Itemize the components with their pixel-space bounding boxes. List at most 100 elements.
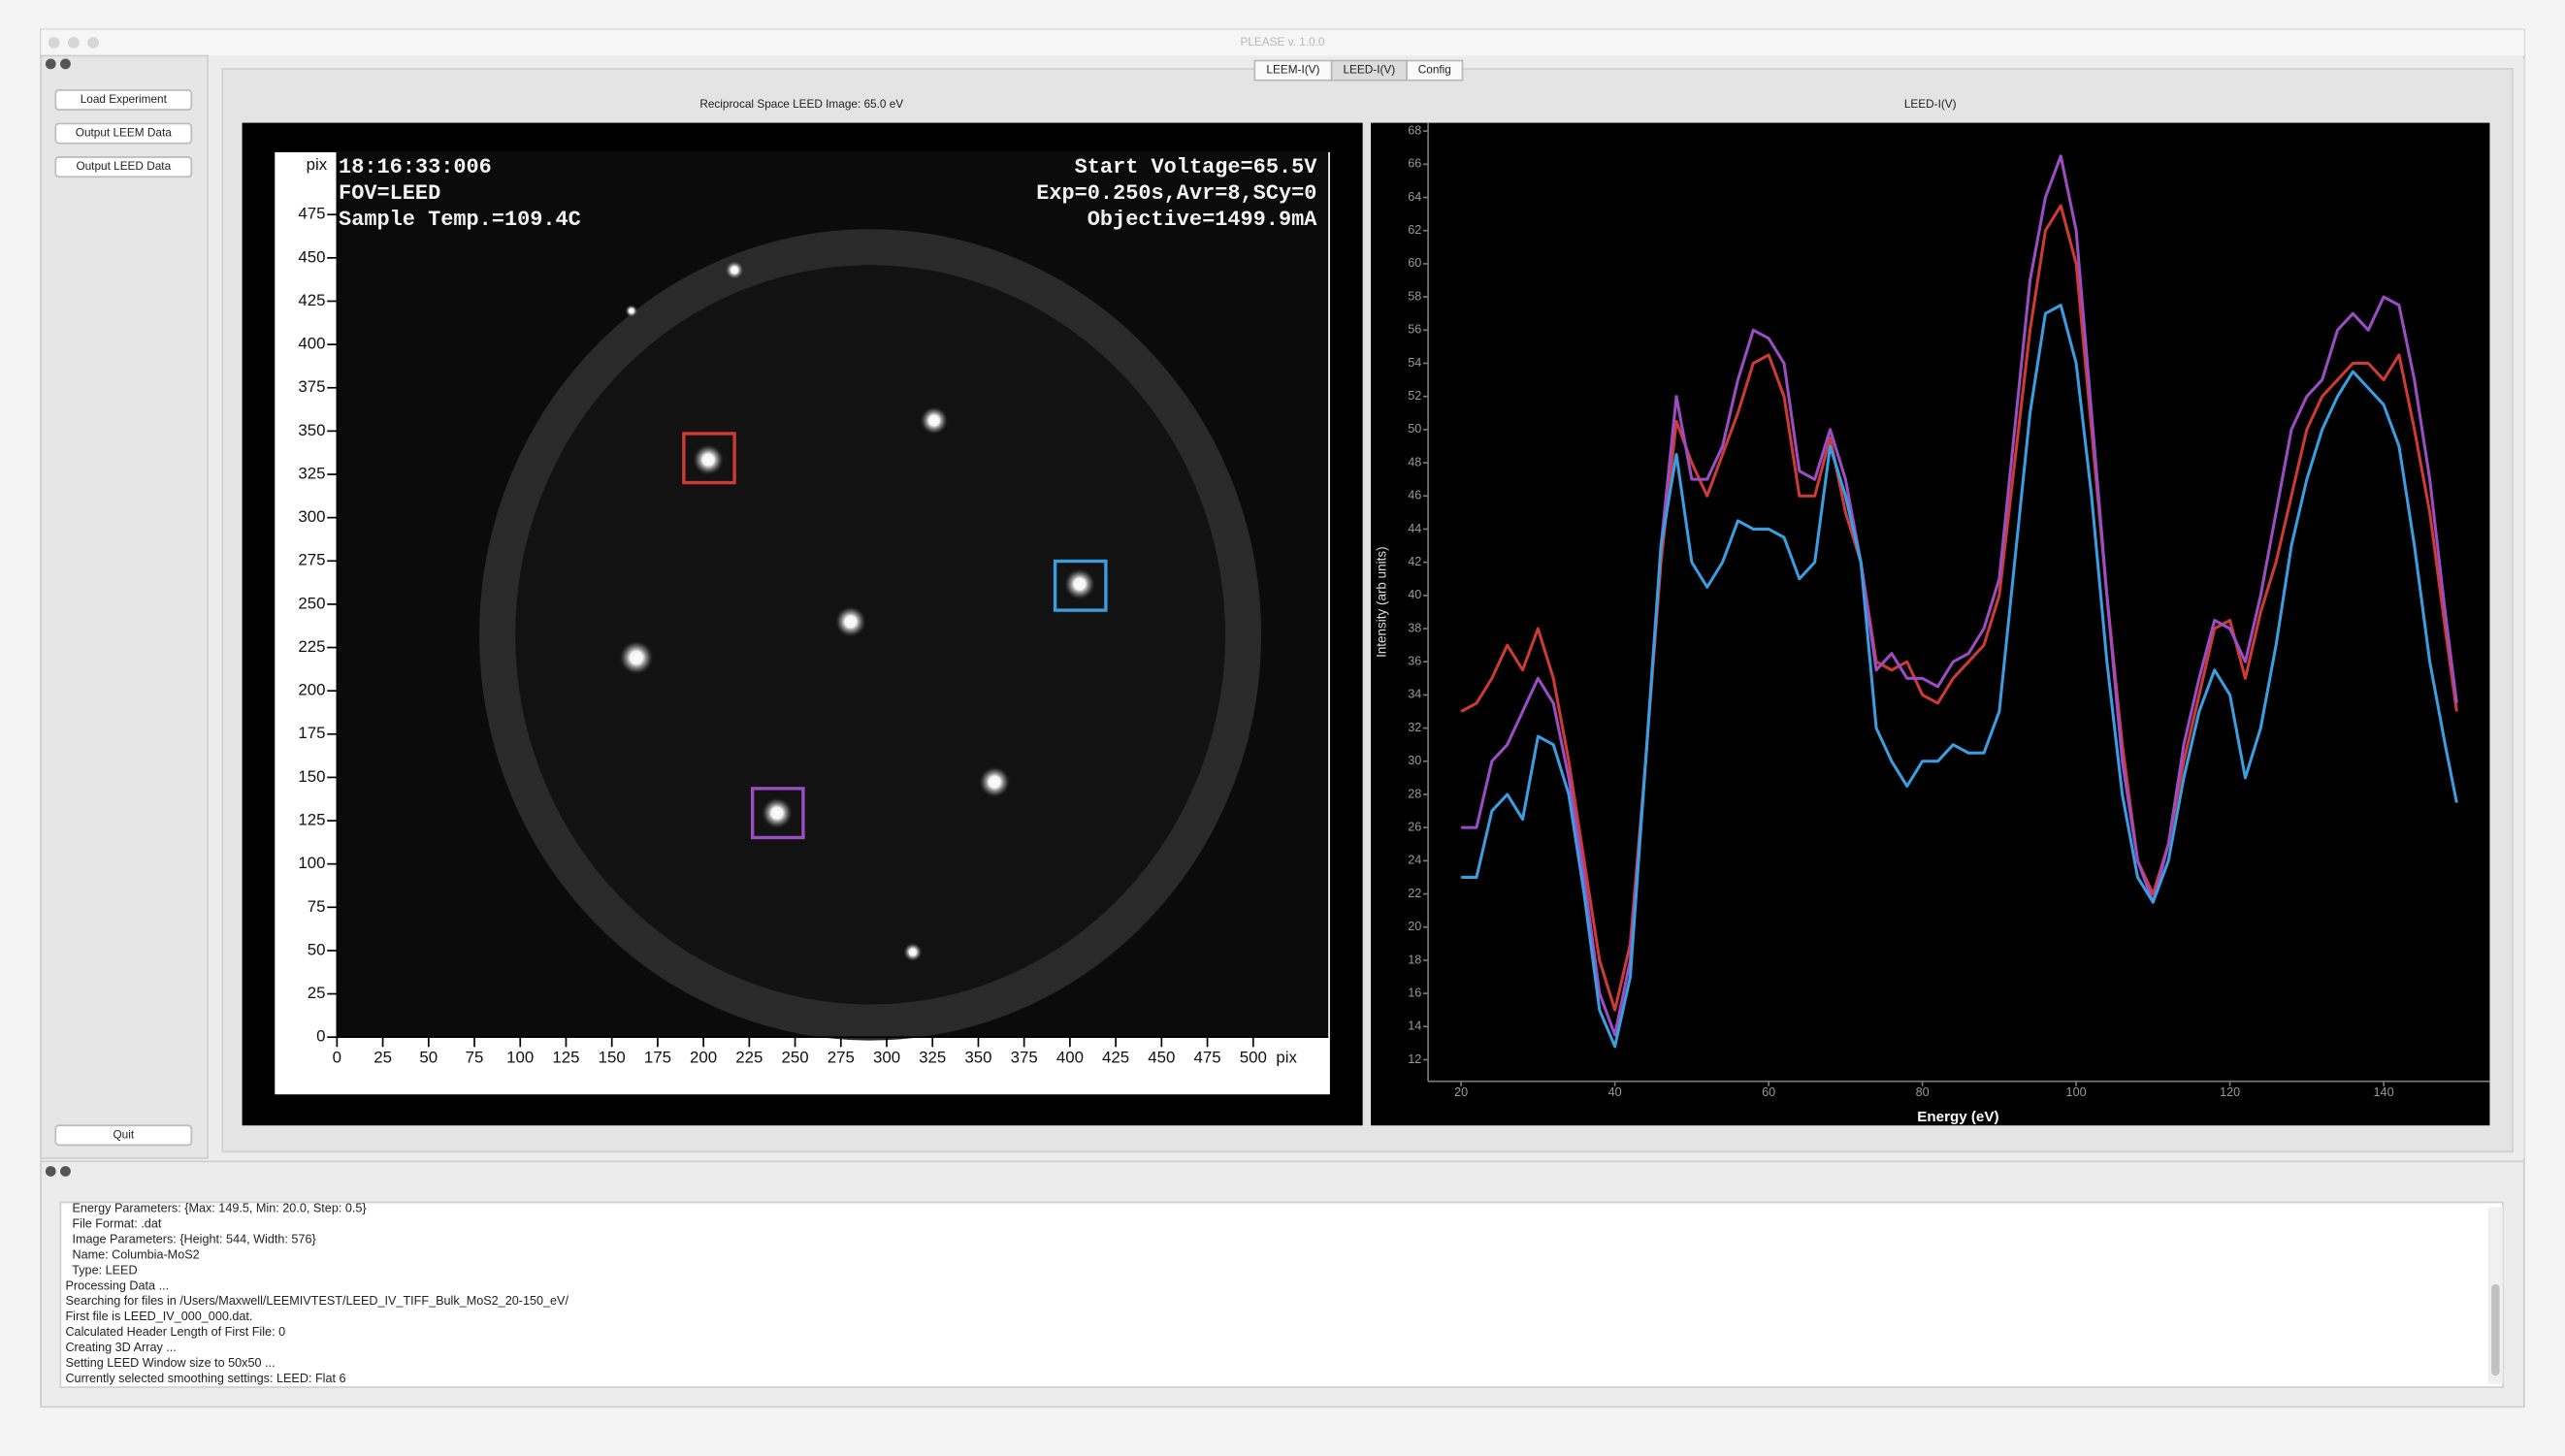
x-tick-label: 325: [919, 1049, 946, 1067]
y-tick-label: 25: [308, 984, 326, 1002]
log-line: Energy Parameters: {Max: 149.5, Min: 20.…: [65, 1202, 366, 1215]
y-tick-label: 44: [1408, 522, 1421, 535]
x-tick-label: 75: [466, 1049, 484, 1067]
log-line: Searching for files in /Users/Maxwell/LE…: [65, 1294, 568, 1308]
y-tick-label: 38: [1408, 621, 1421, 634]
y-tick-label: 0: [316, 1027, 325, 1046]
spot: [724, 260, 745, 280]
tab[interactable]: [1406, 59, 1464, 81]
y-tick-label: 62: [1408, 223, 1421, 237]
x-tick-label: 125: [552, 1049, 579, 1067]
selection-box[interactable]: [750, 787, 805, 840]
y-tick-label: 58: [1408, 289, 1421, 303]
button-label: Output LEEM Data: [76, 126, 172, 140]
x-tick-label: 60: [1762, 1085, 1775, 1099]
x-tick-label: 100: [2066, 1085, 2087, 1099]
selection-box[interactable]: [682, 432, 736, 485]
spot: [692, 443, 725, 476]
sidebar-button[interactable]: [54, 156, 193, 178]
x-tick-label: 140: [2374, 1085, 2394, 1099]
dock-float[interactable]: [60, 58, 71, 70]
spot: [978, 765, 1012, 799]
y-tick-label: 50: [1408, 422, 1421, 436]
dock-float[interactable]: [60, 1166, 71, 1177]
y-tick-label: 24: [1408, 854, 1421, 867]
y-tick-label: 52: [1408, 389, 1421, 403]
y-tick-label: 30: [1408, 754, 1421, 767]
selection-box[interactable]: [1053, 559, 1108, 612]
y-tick-label: 425: [298, 291, 325, 309]
overlay-text: Exp=0.250s,Avr=8,SCy=0: [1036, 181, 1316, 206]
overlay-text: Objective=1499.9mA: [1088, 208, 1317, 232]
series-line: [1461, 304, 2458, 1049]
y-tick-label: 150: [298, 767, 325, 786]
overlay-text: Start Voltage=65.5V: [1075, 155, 1318, 179]
log-line: Processing Data ...: [65, 1278, 169, 1292]
x-tick-label: 375: [1011, 1049, 1038, 1067]
sidebar-button[interactable]: [54, 122, 193, 145]
y-tick-label: 34: [1408, 688, 1421, 701]
spot: [761, 796, 794, 830]
close-button[interactable]: [48, 37, 60, 49]
series-line: [1461, 154, 2458, 1037]
tab-label: LEEM-I(V): [1266, 63, 1319, 77]
y-tick-label: 32: [1408, 721, 1421, 734]
y-tick-label: 66: [1408, 157, 1421, 171]
scroll-thumb[interactable]: [2491, 1283, 2500, 1376]
log-line: Setting LEED Window size to 50x50 ...: [65, 1356, 275, 1370]
quit-label: Quit: [113, 1127, 134, 1141]
y-tick-label: 125: [298, 810, 325, 828]
x-tick-label: 250: [781, 1049, 808, 1067]
y-tick-label: 225: [298, 637, 325, 656]
y-tick-label: 48: [1408, 455, 1421, 469]
x-tick-label: 120: [2220, 1085, 2240, 1099]
minimize-button[interactable]: [67, 37, 80, 49]
x-tick-label: 25: [373, 1049, 392, 1067]
y-tick-label: 175: [298, 724, 325, 742]
quit-button[interactable]: [54, 1124, 193, 1147]
y-unit: pix: [307, 155, 328, 174]
y-tick-label: 54: [1408, 356, 1421, 370]
spot: [919, 405, 950, 436]
chart-panel: [1371, 122, 2490, 1126]
y-tick-label: 250: [298, 594, 325, 612]
sidebar: [40, 54, 209, 1159]
y-tick-label: 475: [298, 205, 325, 223]
y-tick-label: 68: [1408, 123, 1421, 137]
x-tick-label: 500: [1240, 1049, 1267, 1067]
x-unit: pix: [1276, 1049, 1297, 1067]
y-tick-label: 20: [1408, 920, 1421, 933]
x-tick-label: 475: [1193, 1049, 1220, 1067]
series-line: [1460, 204, 2458, 1012]
y-tick-label: 14: [1408, 1019, 1421, 1033]
y-tick-label: 300: [298, 507, 325, 526]
y-tick-label: 50: [308, 940, 326, 958]
x-tick-label: 425: [1102, 1049, 1129, 1067]
x-tick-label: 20: [1454, 1085, 1468, 1099]
x-tick-label: 0: [333, 1049, 341, 1067]
sidebar-button[interactable]: [54, 89, 193, 111]
spot: [618, 639, 655, 676]
x-tick-label: 275: [828, 1049, 855, 1067]
x-tick-label: 400: [1056, 1049, 1084, 1067]
log-line: Type: LEED: [65, 1263, 137, 1277]
y-tick-label: 16: [1408, 986, 1421, 999]
chart-title: LEED-I(V): [1904, 97, 1957, 111]
log-line: Creating 3D Array ...: [65, 1341, 176, 1354]
y-tick-label: 350: [298, 421, 325, 439]
dock-close[interactable]: [45, 1166, 56, 1177]
diffraction-spots: [618, 260, 1096, 962]
tab-label: LEED-I(V): [1343, 63, 1395, 77]
y-tick-label: 400: [298, 335, 325, 353]
tab-label: Config: [1418, 63, 1451, 77]
zoom-button[interactable]: [87, 37, 100, 49]
x-tick-label: 50: [419, 1049, 438, 1067]
image-title: Reciprocal Space LEED Image: 65.0 eV: [699, 97, 903, 111]
y-tick-label: 56: [1408, 323, 1421, 337]
y-tick-label: 325: [298, 464, 325, 482]
button-label: Output LEED Data: [76, 159, 171, 173]
dock-close[interactable]: [45, 58, 56, 70]
y-tick-label: 12: [1408, 1052, 1421, 1066]
y-tick-label: 75: [308, 897, 326, 916]
